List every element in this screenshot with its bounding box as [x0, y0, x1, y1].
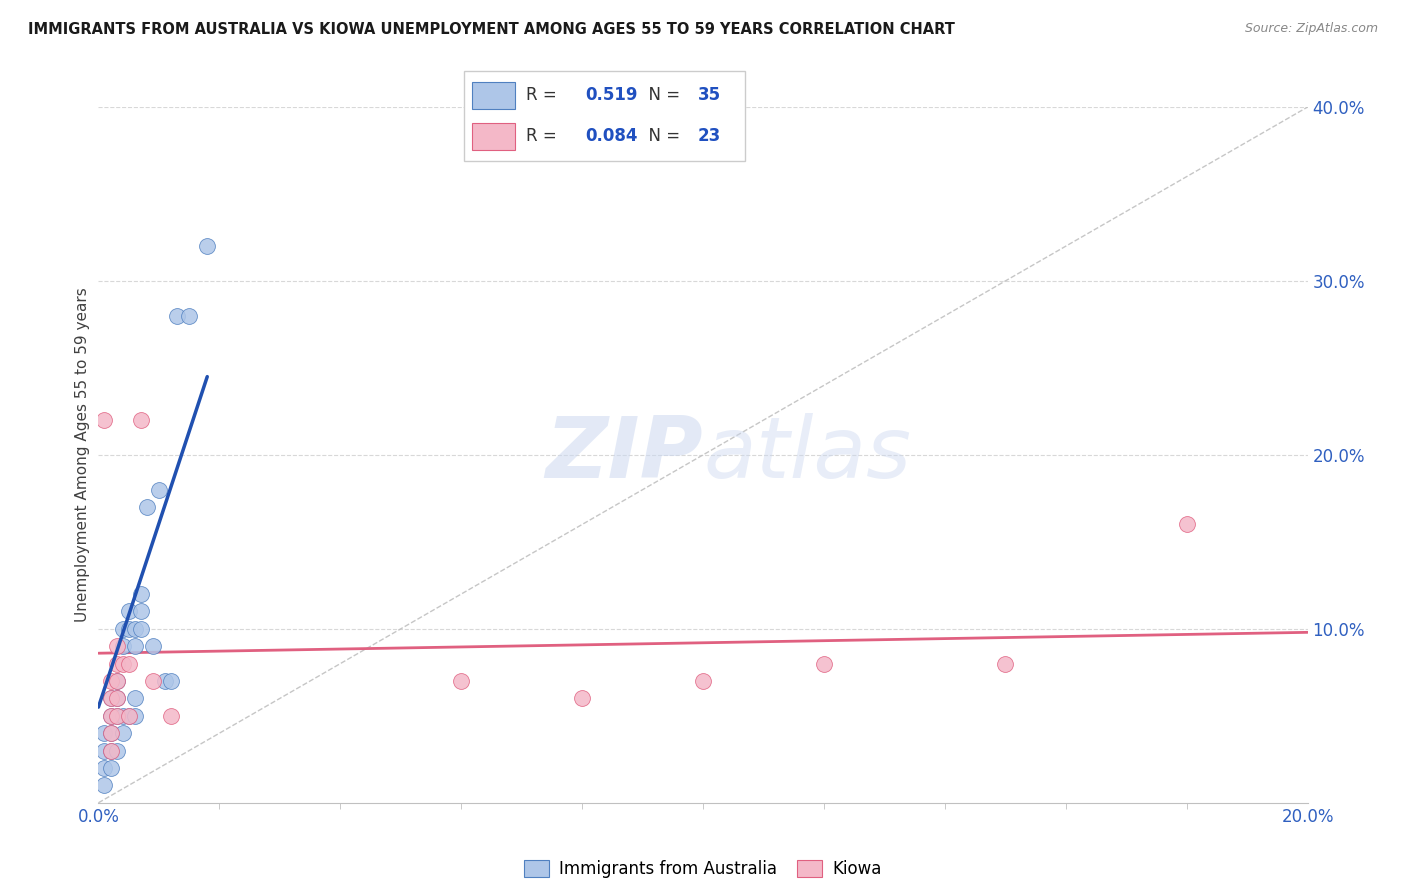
Point: [93, 413, 115, 427]
Point: [124, 691, 146, 706]
Point: [118, 622, 141, 636]
Point: [100, 761, 122, 775]
Text: IMMIGRANTS FROM AUSTRALIA VS KIOWA UNEMPLOYMENT AMONG AGES 55 TO 59 YEARS CORREL: IMMIGRANTS FROM AUSTRALIA VS KIOWA UNEMP…: [28, 22, 955, 37]
Point: [195, 239, 218, 253]
Point: [105, 674, 128, 689]
Point: [179, 309, 201, 323]
Point: [105, 691, 128, 706]
Y-axis label: Unemployment Among Ages 55 to 59 years: Unemployment Among Ages 55 to 59 years: [75, 287, 90, 623]
Point: [100, 726, 122, 740]
Text: R =: R =: [526, 87, 567, 104]
Point: [100, 708, 122, 723]
Point: [111, 708, 134, 723]
Point: [93, 778, 115, 792]
Point: [160, 708, 183, 723]
Point: [118, 708, 141, 723]
Point: [111, 639, 134, 653]
Text: 35: 35: [697, 87, 720, 104]
Point: [124, 639, 146, 653]
Point: [124, 708, 146, 723]
Point: [100, 674, 122, 689]
Point: [142, 639, 165, 653]
FancyBboxPatch shape: [472, 123, 515, 150]
Point: [160, 674, 183, 689]
Point: [118, 657, 141, 671]
Text: Source: ZipAtlas.com: Source: ZipAtlas.com: [1244, 22, 1378, 36]
Point: [813, 657, 835, 671]
Text: 0.519: 0.519: [585, 87, 637, 104]
Point: [118, 708, 141, 723]
Text: N =: N =: [638, 87, 686, 104]
Point: [129, 413, 152, 427]
Point: [93, 726, 115, 740]
Point: [166, 309, 188, 323]
Point: [129, 605, 152, 619]
Point: [111, 622, 134, 636]
Point: [135, 500, 157, 514]
Point: [129, 622, 152, 636]
Point: [105, 708, 128, 723]
Point: [100, 744, 122, 758]
Point: [450, 674, 472, 689]
Point: [148, 483, 170, 497]
Point: [100, 744, 122, 758]
Point: [692, 674, 714, 689]
Point: [100, 708, 122, 723]
FancyBboxPatch shape: [472, 82, 515, 109]
Point: [571, 691, 593, 706]
Point: [124, 622, 146, 636]
Point: [105, 691, 128, 706]
Point: [1175, 517, 1198, 532]
Text: ZIP: ZIP: [546, 413, 703, 497]
Point: [105, 639, 128, 653]
Point: [105, 674, 128, 689]
Point: [153, 674, 176, 689]
Point: [129, 587, 152, 601]
Text: 0.084: 0.084: [585, 128, 637, 145]
Text: N =: N =: [638, 128, 686, 145]
Text: R =: R =: [526, 128, 562, 145]
Point: [111, 726, 134, 740]
Point: [105, 708, 128, 723]
Point: [994, 657, 1017, 671]
Point: [142, 674, 165, 689]
Point: [105, 744, 128, 758]
Text: 23: 23: [697, 128, 721, 145]
Point: [100, 691, 122, 706]
Point: [93, 744, 115, 758]
Point: [93, 761, 115, 775]
Point: [100, 691, 122, 706]
Legend: Immigrants from Australia, Kiowa: Immigrants from Australia, Kiowa: [517, 854, 889, 885]
Text: atlas: atlas: [703, 413, 911, 497]
Point: [111, 657, 134, 671]
Point: [100, 726, 122, 740]
Point: [105, 657, 128, 671]
Point: [118, 605, 141, 619]
FancyBboxPatch shape: [464, 71, 745, 161]
